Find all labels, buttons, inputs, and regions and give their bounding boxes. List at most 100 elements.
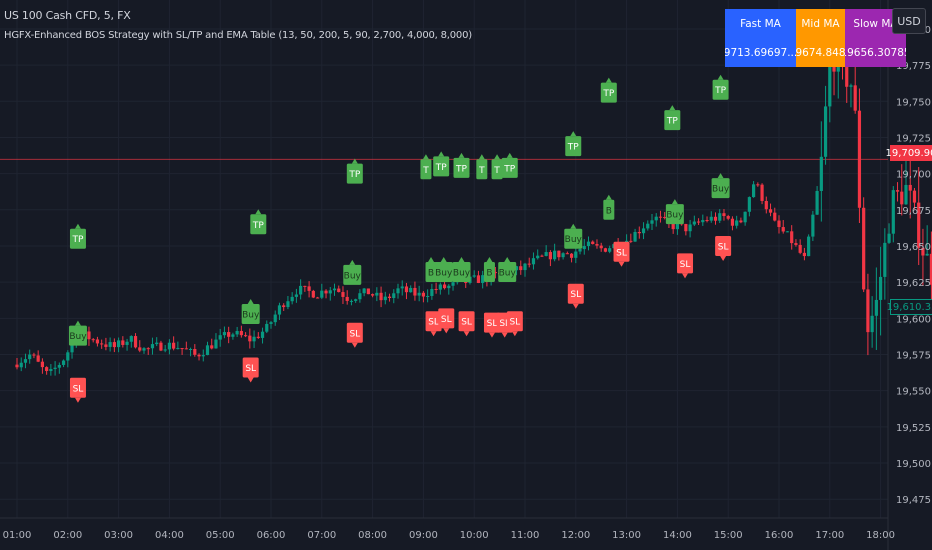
currency-button[interactable]: USD [892,8,926,34]
sl-marker-pointer [463,331,470,337]
buy-marker-box [483,262,495,283]
candle-body [726,216,730,219]
buy-marker-box [68,325,87,346]
tp-marker-label: TP [666,117,678,127]
buy-marker-label: B [606,206,612,216]
candle-body [637,231,641,234]
sl-marker-label: SL [616,248,627,258]
candle-body [311,290,315,298]
candle-body [172,342,176,349]
candle-body [138,347,142,351]
candle-body [794,243,798,245]
buy-marker-label: Buy [712,185,730,195]
tp-marker-label: TP [435,163,447,173]
buy-marker: Buy [452,257,471,283]
tp-marker: T [420,154,432,180]
current-price-tag: 19,709.90 [886,145,932,161]
tp-marker-label: T [493,166,500,176]
candle-body [19,362,23,368]
candle-body [324,290,328,294]
candle-body [608,248,612,252]
sl-marker-box [483,312,500,333]
candle-body [167,342,171,350]
candle-body [328,290,332,294]
candle-body [23,359,28,363]
candle-body [544,252,548,256]
candle-body [688,224,692,232]
buy-marker-pointer [504,257,511,263]
candle-body [633,231,637,242]
tp-marker-label: TP [567,143,579,153]
candle-body [349,300,354,302]
candle-body [332,288,337,291]
candle-body [785,231,790,233]
candle-body [578,249,582,252]
sl-marker: SL [458,311,475,337]
buy-marker: Buy [498,257,516,283]
candle-body [476,275,481,283]
candle-body [658,216,663,218]
candle-body [557,250,561,258]
tp-marker-pointer [494,154,501,160]
tp-marker-pointer [438,151,445,157]
tp-marker-pointer [351,158,358,164]
sl-marker-pointer [720,255,727,261]
candle-body [260,331,265,338]
candle-body [235,330,239,335]
sl-marker-box [715,235,732,256]
candle-body [286,301,290,308]
buy-marker-pointer [440,257,447,263]
buy-marker-pointer [247,298,254,304]
candle-body [214,339,218,349]
x-tick-label: 17:00 [815,530,844,541]
buy-marker-box [343,264,362,285]
candle-body [548,252,552,260]
sl-marker-pointer [74,397,81,403]
tp-marker-pointer [669,105,676,111]
candle-body [514,266,519,271]
sl-marker-box [242,357,259,378]
candle-body [282,305,286,308]
sl-marker-pointer [511,331,518,337]
symbol-title: US 100 Cash CFD, 5, FX [4,9,131,22]
buy-marker: B [483,257,495,283]
candle-body [421,292,425,297]
candle-body [315,297,320,299]
candle-body [908,184,912,191]
candle-body [722,213,726,217]
candle-body [354,299,358,301]
y-tick-label: 19,675.00 [896,206,932,217]
buy-marker-label: Buy [69,332,87,342]
sl-marker: SL [69,377,86,403]
tp-marker: TP [250,209,267,235]
sl-marker: SL [346,322,363,348]
candle-body [561,253,565,258]
buy-marker: Buy [68,320,87,346]
candle-body [536,255,540,259]
candle-body [269,322,273,324]
buy-marker-label: Buy [242,310,260,320]
y-tick-label: 19,475.00 [896,495,932,506]
candle-body [15,364,19,368]
candle-body [451,282,455,286]
candle-body [231,334,235,337]
x-tick-label: 05:00 [206,530,235,541]
tp-marker-box [433,156,450,177]
candle-body [210,345,214,349]
candle-body [45,367,49,372]
candle-body [540,255,544,257]
candle-body [222,332,227,336]
tp-marker-label: T [478,166,485,176]
y-tick-label: 19,750.00 [896,97,932,108]
sl-marker-box [613,241,630,262]
sl-marker-label: SL [509,318,520,328]
candle-body [57,364,61,368]
candle-body [853,85,857,111]
tp-marker-pointer [605,77,612,83]
x-tick-label: 06:00 [257,530,286,541]
fast-ma-label: Fast MA [725,9,796,38]
candle-body [337,288,341,293]
x-tick-label: 14:00 [663,530,692,541]
x-tick-label: 07:00 [307,530,336,541]
